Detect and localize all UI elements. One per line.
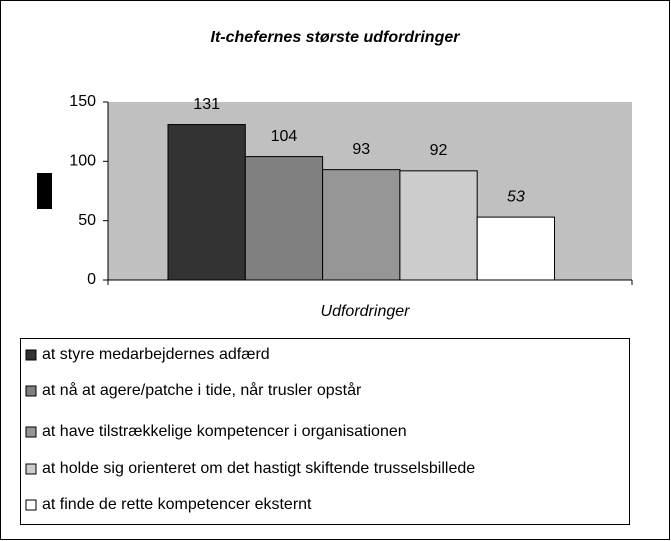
legend-label: at nå at agere/patche i tide, når trusle… bbox=[42, 381, 362, 399]
data-label: 53 bbox=[507, 188, 525, 205]
x-axis-title: Udfordringer bbox=[321, 303, 411, 320]
y-tick-label: 50 bbox=[78, 212, 96, 229]
bar bbox=[167, 124, 246, 281]
legend-label: at styre medarbejdernes adfærd bbox=[42, 346, 270, 363]
data-label: 93 bbox=[352, 141, 370, 158]
legend-label: at have tilstrækkelige kompetencer i org… bbox=[42, 423, 407, 440]
bar bbox=[322, 169, 401, 281]
y-tick-label: 100 bbox=[69, 153, 96, 170]
legend-swatch bbox=[25, 385, 37, 397]
legend-swatch bbox=[25, 349, 37, 361]
data-label: 92 bbox=[430, 142, 448, 159]
chart-title: It-chefernes største udfordringer bbox=[211, 29, 461, 46]
y-tick-label: 0 bbox=[87, 271, 96, 288]
legend-label: at holde sig orienteret om det hastigt s… bbox=[42, 460, 475, 477]
legend-label: at finde de rette kompetencer eksternt bbox=[42, 496, 312, 513]
bar bbox=[399, 170, 478, 281]
data-label: 131 bbox=[193, 96, 220, 113]
bar bbox=[244, 156, 324, 281]
y-tick-label: 150 bbox=[69, 93, 96, 110]
bar bbox=[476, 216, 556, 281]
legend-swatch bbox=[25, 426, 37, 438]
legend-swatch bbox=[25, 499, 37, 511]
data-label: 104 bbox=[271, 128, 298, 145]
legend-box bbox=[20, 338, 630, 525]
y-axis-marker bbox=[37, 173, 52, 209]
legend-swatch bbox=[25, 463, 37, 475]
